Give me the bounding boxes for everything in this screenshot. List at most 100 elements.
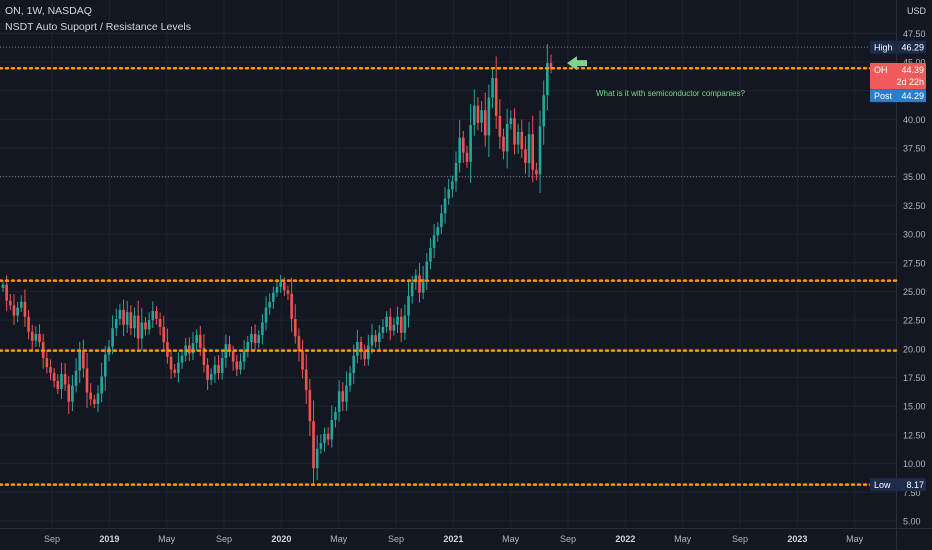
price-label-value: 44.39	[901, 65, 924, 75]
candle-body	[111, 328, 114, 347]
candle-body	[323, 433, 326, 443]
x-tick-label: 2021	[443, 534, 463, 544]
candle-body	[494, 78, 498, 116]
y-tick-label: 30.00	[903, 230, 926, 240]
x-tick-label: Sep	[44, 534, 60, 544]
candle-body	[487, 97, 491, 136]
symbol-header: ON, 1W, NASDAQ	[5, 5, 92, 17]
candle-body	[173, 369, 177, 373]
candle-body	[78, 350, 82, 371]
candle-body	[356, 341, 359, 356]
candle-body	[136, 315, 140, 339]
price-label-bg	[870, 62, 926, 89]
candle-body	[264, 307, 268, 323]
x-tick-label: 2023	[787, 534, 807, 544]
candle-body	[23, 301, 27, 317]
candle-body	[268, 301, 271, 308]
candle-body	[151, 310, 155, 321]
candle-body	[100, 376, 103, 394]
x-tick-label: May	[330, 534, 348, 544]
candle-body	[414, 275, 418, 283]
y-tick-label: 20.00	[903, 344, 926, 354]
candle-body	[162, 327, 166, 342]
candle-body	[52, 372, 56, 381]
candle-body	[228, 344, 231, 352]
candle-body	[261, 322, 264, 336]
candle-body	[440, 213, 443, 228]
y-tick-label: 15.00	[903, 402, 926, 412]
candle-body	[27, 316, 30, 332]
candle-body	[213, 364, 217, 375]
candle-body	[542, 95, 545, 127]
candle-body	[549, 63, 553, 69]
y-tick-label: 12.50	[903, 430, 926, 440]
y-tick-label: 10.00	[903, 459, 926, 469]
candle-body	[147, 320, 151, 330]
candle-body	[334, 411, 337, 421]
candle-body	[34, 333, 38, 341]
candle-body	[348, 372, 352, 386]
x-tick-label: 2019	[99, 534, 119, 544]
candle-body	[377, 332, 381, 342]
candle-body	[242, 351, 246, 362]
candle-body	[483, 110, 487, 136]
candle-body	[304, 369, 308, 391]
candle-body	[283, 282, 286, 291]
candle-body	[118, 309, 122, 320]
candle-body	[374, 335, 377, 342]
candle-body	[462, 137, 465, 153]
candle-body	[447, 189, 451, 199]
candle-body	[257, 335, 261, 344]
candle-body	[396, 316, 399, 325]
price-label-bg	[870, 89, 926, 103]
candle-body	[169, 356, 173, 370]
candle-body	[217, 364, 220, 373]
candle-body	[275, 286, 279, 293]
candle-body	[516, 131, 520, 145]
candle-body	[491, 78, 494, 98]
candle-body	[45, 358, 49, 368]
candle-body	[56, 380, 60, 390]
candle-body	[129, 312, 133, 329]
candle-body	[505, 123, 509, 152]
candle-body	[363, 351, 366, 360]
candle-body	[96, 393, 100, 404]
y-tick-label: 17.50	[903, 373, 926, 383]
candle-body	[246, 341, 250, 352]
candle-body	[103, 354, 107, 377]
candle-body	[359, 341, 363, 352]
candle-body	[144, 322, 147, 330]
price-label-name: Low	[874, 480, 891, 490]
candle-body	[352, 355, 356, 373]
y-tick-label: 25.00	[903, 287, 926, 297]
candle-body	[531, 134, 535, 170]
candle-body	[9, 300, 12, 306]
candle-body	[198, 335, 202, 348]
candle-body	[125, 312, 129, 325]
candle-body	[38, 333, 41, 342]
candle-body	[5, 284, 8, 301]
x-tick-label: 2022	[615, 534, 635, 544]
candle-body	[297, 336, 301, 352]
candle-body	[140, 322, 144, 339]
y-tick-label: 7.50	[903, 488, 921, 498]
y-tick-label: 35.00	[903, 172, 926, 182]
candle-body	[341, 391, 345, 402]
candle-body	[403, 315, 407, 333]
candle-body	[418, 275, 421, 293]
candle-body	[195, 335, 198, 344]
candle-body	[71, 385, 74, 402]
candle-body	[385, 316, 388, 328]
candle-body	[19, 301, 23, 308]
candle-body	[524, 149, 527, 163]
candle-body	[82, 350, 85, 369]
candle-body	[250, 333, 253, 342]
candle-body	[60, 374, 63, 390]
candle-body	[301, 351, 304, 370]
candle-body	[231, 351, 235, 362]
y-tick-label: 27.50	[903, 258, 926, 268]
candle-body	[472, 105, 476, 126]
candle-body	[345, 385, 348, 402]
